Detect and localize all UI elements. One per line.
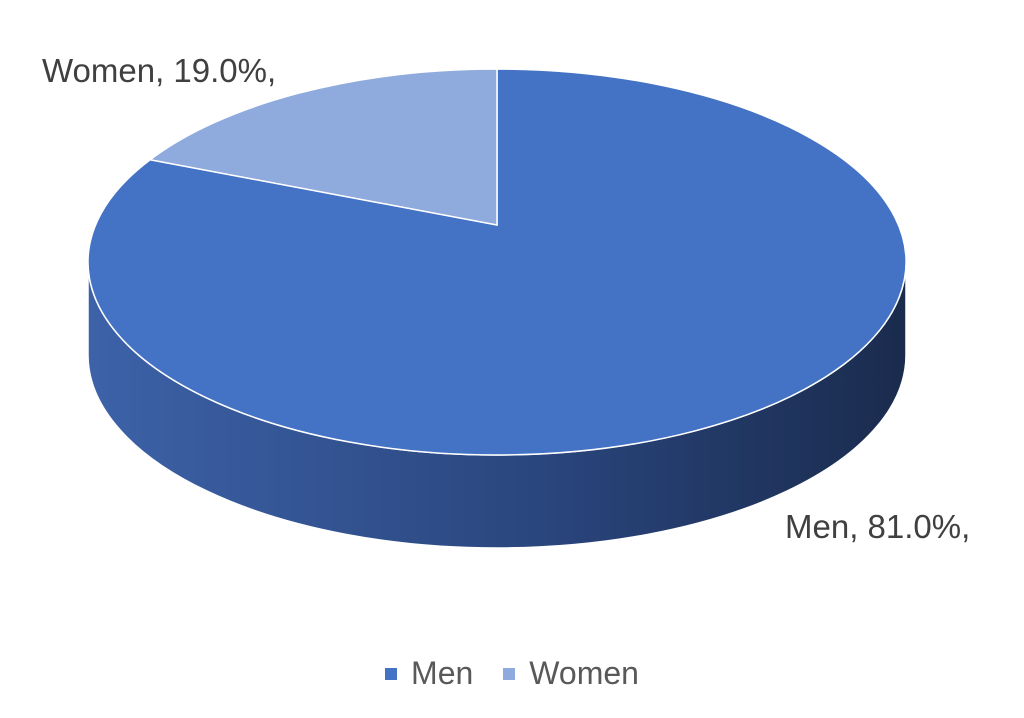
legend-item-women[interactable]: Women — [503, 655, 639, 692]
data-label-men: Men, 81.0%, — [785, 508, 971, 545]
legend-label-men: Men — [411, 655, 474, 691]
legend: Men Women — [0, 655, 1024, 692]
legend-swatch-women — [503, 667, 516, 680]
pie-slice-men — [87, 68, 907, 456]
legend-label-women: Women — [529, 655, 639, 691]
data-label-women: Women, 19.0%, — [42, 52, 277, 89]
pie-slice-women — [148, 68, 498, 226]
legend-item-men[interactable]: Men — [385, 655, 473, 692]
legend-swatch-men — [385, 667, 398, 680]
